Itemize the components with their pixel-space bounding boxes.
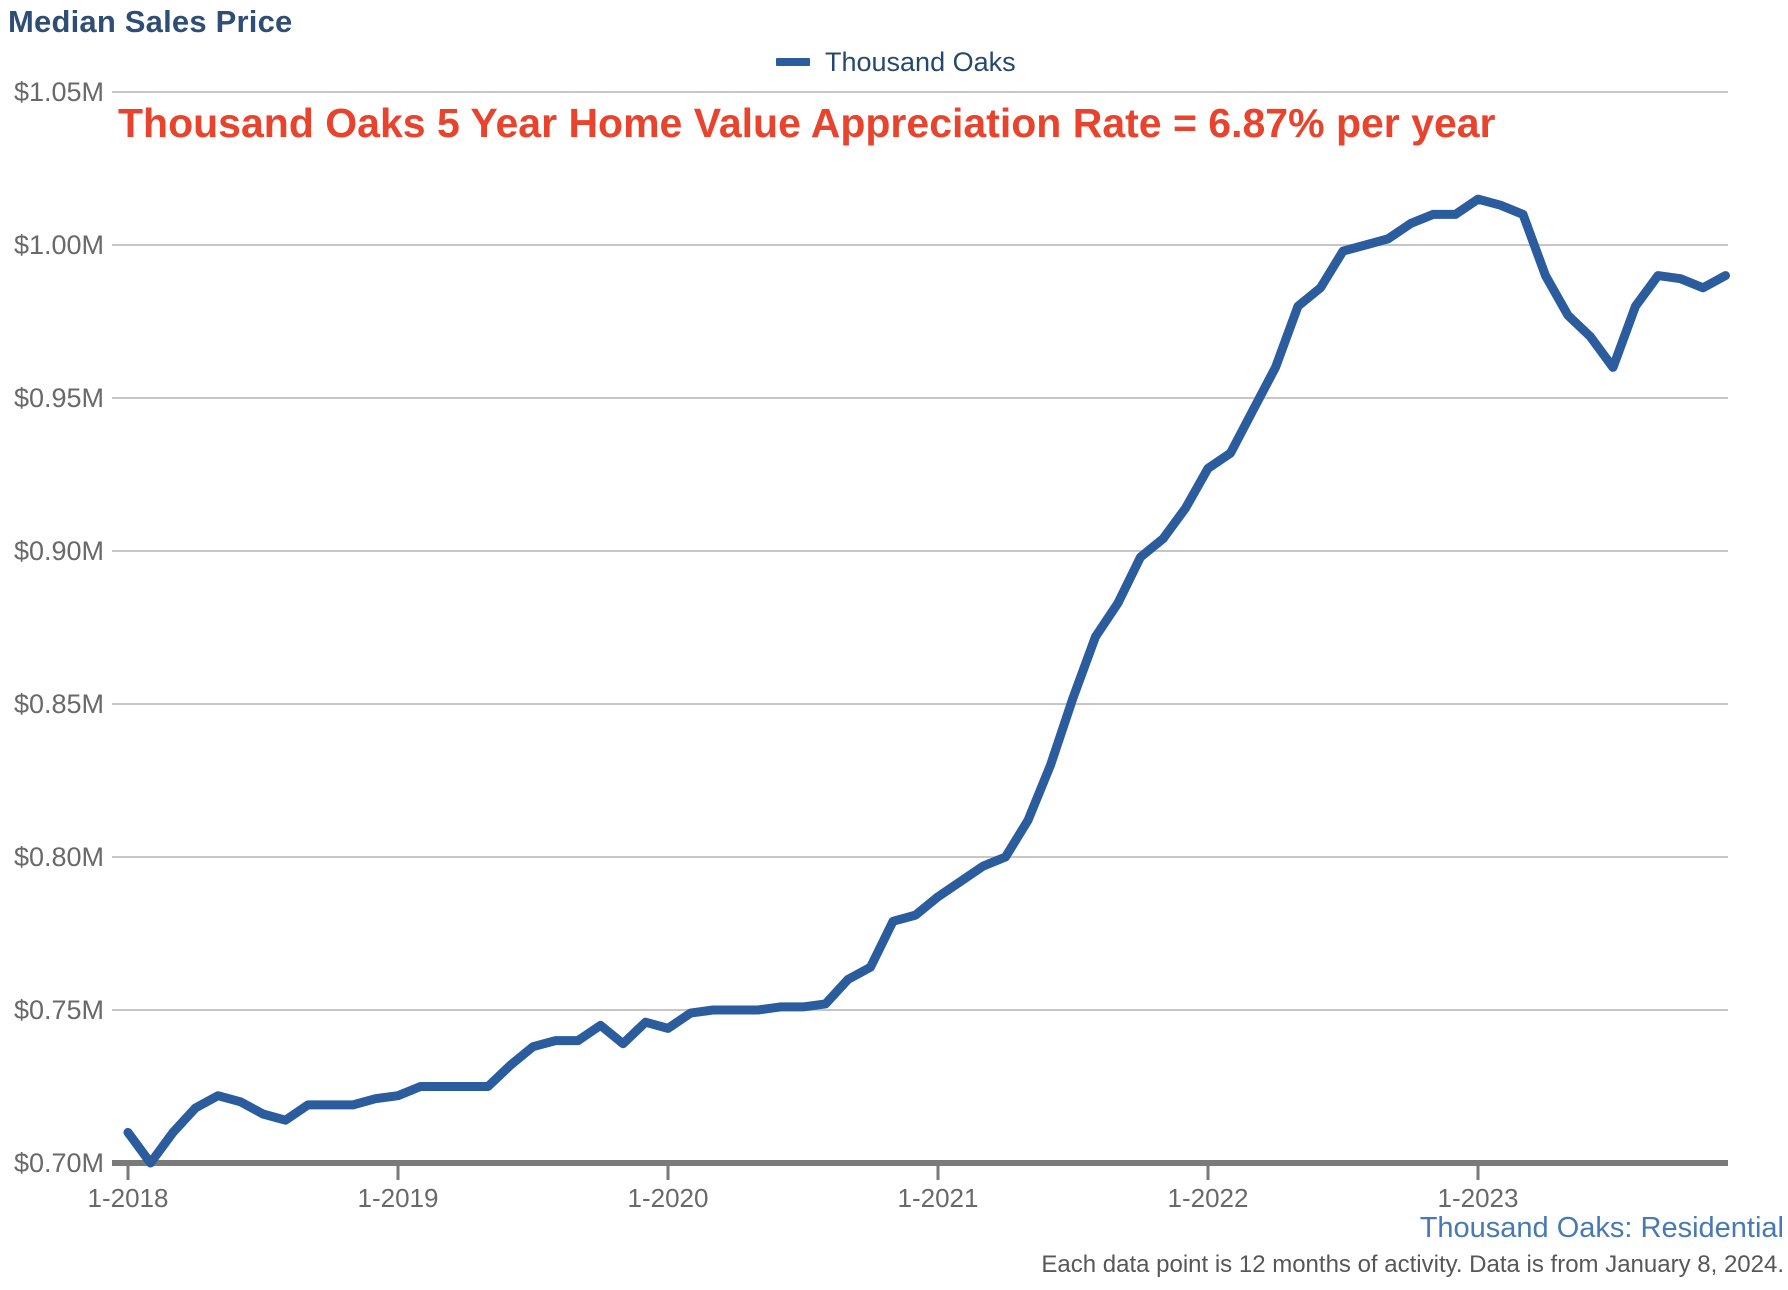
y-axis-tick-label: $0.90M <box>13 536 104 566</box>
legend: Thousand Oaks <box>776 46 1016 78</box>
y-axis-tick-label: $1.00M <box>13 230 104 260</box>
y-axis-tick-label: $1.05M <box>13 77 104 107</box>
price-line <box>123 194 1730 1168</box>
y-axis-tick-label: $0.95M <box>13 383 104 413</box>
x-axis-tick-label: 1-2019 <box>357 1183 439 1213</box>
y-axis-tick-label: $0.80M <box>13 842 104 872</box>
appreciation-rate-annotation: Thousand Oaks 5 Year Home Value Apprecia… <box>118 100 1496 146</box>
page-title: Median Sales Price <box>8 4 293 39</box>
legend-line-swatch-icon <box>776 58 810 66</box>
y-axis-tick-label: $0.85M <box>13 689 104 719</box>
data-footnote: Each data point is 12 months of activity… <box>1041 1251 1784 1278</box>
x-axis-tick-label: 1-2018 <box>87 1183 169 1213</box>
legend-series-label: Thousand Oaks <box>825 46 1016 77</box>
x-axis-tick-label: 1-2020 <box>627 1183 709 1213</box>
y-axis-tick-label: $0.70M <box>13 1148 104 1178</box>
x-axis-tick-label: 1-2023 <box>1437 1183 1519 1213</box>
x-axis-tick-label: 1-2021 <box>897 1183 979 1213</box>
x-axis-tick-label: 1-2022 <box>1167 1183 1249 1213</box>
source-link[interactable]: Thousand Oaks: Residential <box>1419 1212 1784 1244</box>
y-axis-tick-label: $0.75M <box>13 995 104 1025</box>
